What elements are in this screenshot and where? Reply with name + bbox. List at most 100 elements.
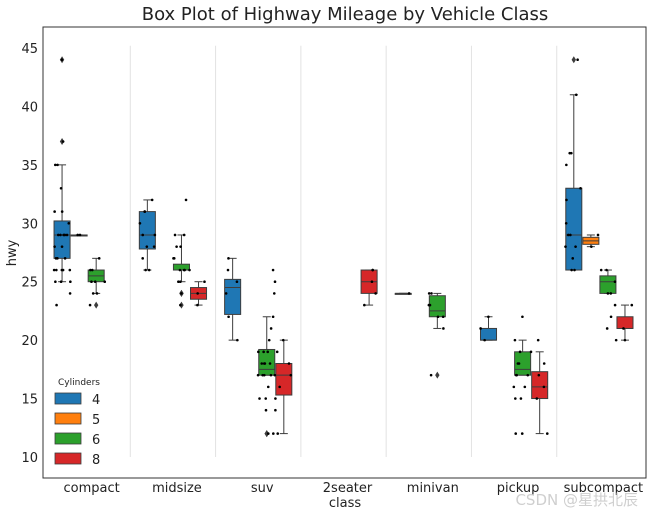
chart-title: Box Plot of Highway Mileage by Vehicle C… — [142, 4, 549, 25]
strip-point — [52, 268, 56, 272]
strip-point — [226, 268, 230, 272]
x-tick-label: compact — [64, 481, 120, 496]
strip-point — [566, 233, 570, 237]
legend-swatch-6 — [54, 432, 82, 445]
box-compact-4 — [53, 56, 71, 283]
y-tick-label: 10 — [21, 451, 38, 466]
strip-point — [179, 303, 182, 307]
strip-point — [260, 362, 264, 365]
category-separators — [129, 45, 558, 457]
strip-point — [436, 315, 440, 319]
strip-point — [145, 245, 149, 248]
strip-point — [274, 408, 277, 412]
strip-point — [65, 233, 69, 237]
strip-point — [570, 268, 573, 272]
legend-swatch-8 — [54, 452, 82, 465]
strip-point — [545, 432, 549, 435]
y-tick-label: 15 — [21, 393, 38, 408]
strip-point — [441, 315, 445, 319]
y-tick-label: 20 — [21, 334, 38, 349]
strip-point — [103, 280, 107, 284]
strip-point — [88, 303, 92, 307]
strip-point — [236, 338, 239, 342]
strip-point — [273, 373, 277, 377]
box-body — [616, 316, 634, 329]
strip-point — [93, 280, 97, 284]
x-tick-label: 2seater — [323, 481, 373, 496]
strip-point — [542, 362, 546, 365]
strip-point — [153, 233, 157, 237]
strip-point — [596, 233, 600, 237]
strip-point — [67, 221, 71, 225]
strip-point — [590, 245, 593, 248]
strip-point — [264, 408, 268, 412]
strip-point — [609, 315, 613, 319]
strip-point — [56, 233, 60, 237]
strip-point — [227, 257, 230, 260]
y-tick-label: 40 — [21, 100, 38, 115]
strip-point — [63, 233, 67, 237]
strip-point — [59, 186, 63, 190]
box-subcompact-4 — [565, 56, 583, 271]
x-tick-label: minivan — [407, 481, 459, 496]
strip-point — [69, 280, 72, 284]
box-body — [138, 211, 156, 250]
y-tick-label: 25 — [21, 276, 38, 291]
strip-point — [235, 280, 239, 284]
strip-points — [52, 58, 634, 435]
box-body — [53, 220, 71, 259]
strip-point — [623, 338, 627, 342]
strip-point — [59, 233, 62, 237]
strip-point — [59, 280, 63, 284]
strip-point — [521, 315, 524, 319]
box-pickup-8 — [531, 351, 549, 435]
x-axis-label: class — [329, 496, 361, 511]
strip-point — [182, 268, 186, 272]
box-pickup-4 — [479, 316, 498, 341]
strip-point — [576, 58, 579, 62]
box-minivan-6 — [428, 292, 446, 379]
strip-point — [56, 163, 59, 167]
outlier-marker — [264, 430, 269, 438]
strip-point — [573, 268, 576, 272]
strip-point — [266, 432, 270, 435]
strip-point — [529, 350, 533, 354]
x-tick-label: suv — [251, 481, 274, 496]
box-pickup-6 — [514, 339, 532, 376]
strip-point — [564, 245, 567, 248]
strip-point — [606, 292, 610, 295]
strip-point — [605, 327, 609, 330]
strip-point — [613, 303, 617, 307]
box-suv-6 — [258, 316, 276, 438]
plot-frame — [42, 26, 647, 479]
strip-point — [565, 198, 568, 202]
outlier-marker — [93, 301, 99, 309]
strip-point — [257, 350, 260, 354]
strip-point — [95, 292, 99, 295]
strip-point — [517, 362, 521, 365]
strip-point — [569, 233, 572, 237]
x-axis: compact midsize suv 2seater minivan pickup sub… — [64, 481, 644, 496]
strip-point — [91, 268, 94, 272]
strip-point — [536, 338, 540, 342]
strip-point — [271, 268, 275, 272]
strip-point — [565, 163, 568, 167]
legend-label-8: 8 — [92, 453, 100, 468]
strip-point — [175, 245, 178, 248]
box-subcompact-5 — [582, 234, 600, 248]
legend-swatch-4 — [54, 392, 82, 405]
strip-point — [227, 315, 230, 319]
strip-point — [442, 327, 445, 330]
x-tick-label: subcompact — [564, 481, 644, 496]
strip-point — [91, 292, 95, 295]
strip-point — [269, 373, 273, 377]
box-suv-4 — [224, 257, 242, 341]
strip-point — [574, 245, 577, 248]
box-body — [428, 295, 446, 318]
strip-point — [564, 221, 568, 225]
strip-point — [278, 385, 281, 389]
strip-point — [535, 397, 539, 400]
strip-point — [519, 397, 523, 400]
strip-point — [150, 198, 154, 202]
strip-point — [262, 373, 266, 377]
